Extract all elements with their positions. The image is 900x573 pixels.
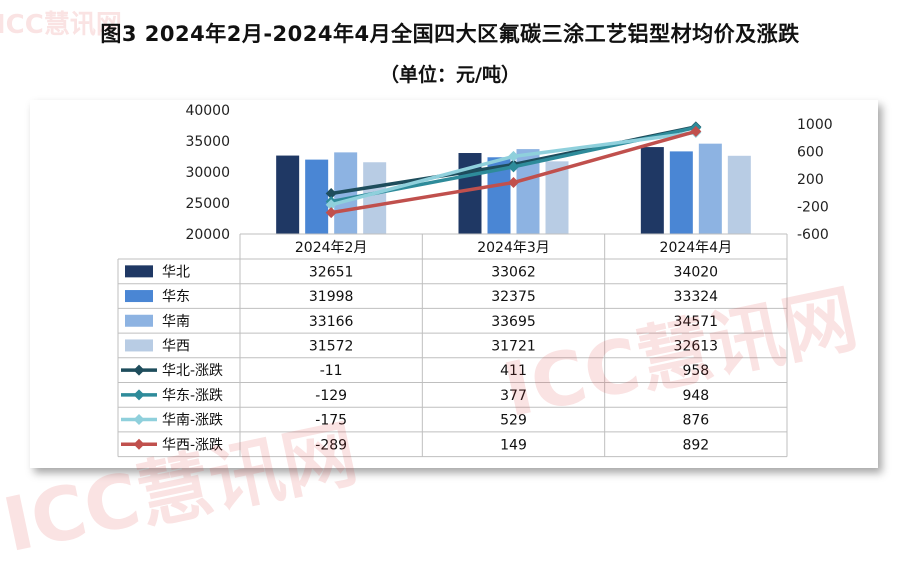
- legend-label-华北-涨跌: 华北-涨跌: [162, 363, 223, 379]
- table-cell: 377: [500, 388, 527, 404]
- legend-label-华南-涨跌: 华南-涨跌: [162, 413, 223, 429]
- table-cell: -129: [315, 388, 347, 404]
- marker-华南-涨跌-2024年3月: [508, 150, 519, 162]
- bar-华南-2024年4月: [698, 143, 722, 234]
- x-axis-category-label: 2024年3月: [477, 240, 550, 256]
- legend-key-华北: [125, 265, 153, 278]
- table-cell: 958: [682, 363, 709, 379]
- legend-label-华北: 华北: [162, 264, 190, 280]
- bar-华西-2024年4月: [727, 155, 751, 234]
- table-cell: -175: [315, 413, 347, 429]
- bar-华西-2024年3月: [545, 161, 569, 234]
- table-cell: 33166: [309, 314, 354, 330]
- marker-华南-涨跌-2024年2月: [325, 199, 337, 211]
- marker-华西-涨跌-2024年4月: [690, 125, 702, 137]
- legend-key-marker-华西-涨跌: [133, 438, 145, 450]
- table-cell: 34020: [674, 264, 719, 280]
- legend-label-华南: 华南: [162, 314, 190, 330]
- y-axis-tick-label: 20000: [185, 227, 230, 243]
- x-axis-category-label: 2024年2月: [295, 240, 368, 256]
- legend-label-华东: 华东: [162, 289, 190, 305]
- legend-key-marker-华北-涨跌: [133, 364, 145, 376]
- bar-华东-2024年3月: [487, 157, 511, 234]
- x-axis-category-label: 2024年4月: [660, 240, 733, 256]
- chart-title: 图3 2024年2月-2024年4月全国四大区氟碳三涂工艺铝型材均价及涨跌: [100, 22, 800, 46]
- y2-axis-tick-label: -600: [797, 227, 829, 243]
- y-axis-tick-label: 30000: [185, 165, 230, 181]
- bar-华北-2024年4月: [640, 147, 664, 234]
- table-cell: 33695: [491, 314, 536, 330]
- y2-axis-tick-label: 200: [797, 172, 824, 188]
- y-axis-tick-label: 35000: [185, 134, 230, 150]
- marker-华北-涨跌-2024年2月: [325, 188, 337, 200]
- table-cell: 33062: [491, 264, 536, 280]
- table-cell: 31998: [309, 289, 354, 305]
- bar-华东-2024年4月: [669, 151, 693, 234]
- bar-华西-2024年2月: [363, 162, 387, 234]
- bar-华南-2024年2月: [334, 152, 358, 234]
- table-cell: 876: [682, 413, 709, 429]
- table-cell: 32375: [491, 289, 536, 305]
- chart-subtitle: （单位：元/吨）: [380, 64, 520, 86]
- table-cell: 33324: [674, 289, 719, 305]
- table-cell: 32613: [674, 338, 719, 354]
- table-cell: 948: [682, 388, 709, 404]
- bar-华南-2024年3月: [516, 149, 540, 234]
- y2-axis-tick-label: 1000: [797, 117, 833, 133]
- table-cell: 32651: [309, 264, 354, 280]
- table-cell: 31572: [309, 338, 354, 354]
- marker-华西-涨跌-2024年3月: [508, 177, 519, 189]
- table-cell: -11: [320, 363, 343, 379]
- legend-key-marker-华东-涨跌: [133, 389, 145, 401]
- marker-华东-涨跌-2024年3月: [508, 161, 519, 173]
- legend-label-华西: 华西: [162, 338, 190, 354]
- legend-label-华西-涨跌: 华西-涨跌: [162, 437, 223, 453]
- table-cell: 529: [500, 413, 527, 429]
- legend-label-华东-涨跌: 华东-涨跌: [162, 388, 223, 404]
- legend-key-marker-华南-涨跌: [133, 414, 145, 426]
- legend-key-华西: [125, 339, 153, 352]
- table-cell: -289: [315, 437, 347, 453]
- table-cell: 411: [500, 363, 527, 379]
- marker-华西-涨跌-2024年2月: [325, 207, 337, 219]
- legend-key-华东: [125, 290, 153, 303]
- y2-axis-tick-label: -200: [797, 200, 829, 216]
- y2-axis-tick-label: 600: [797, 145, 824, 161]
- table-cell: 31721: [491, 338, 536, 354]
- chart: 40000 35000 30000 25000 20000 1000 600 200 -200 -…: [117, 103, 833, 458]
- legend-key-华南: [125, 314, 153, 327]
- bar-华东-2024年2月: [305, 159, 329, 234]
- table-cell: 34571: [674, 314, 719, 330]
- y-axis-tick-label: 25000: [185, 196, 230, 212]
- table-cell: 149: [500, 437, 527, 453]
- y-axis-tick-label: 40000: [185, 103, 230, 119]
- table-cell: 892: [682, 437, 709, 453]
- bar-华北-2024年2月: [276, 155, 300, 234]
